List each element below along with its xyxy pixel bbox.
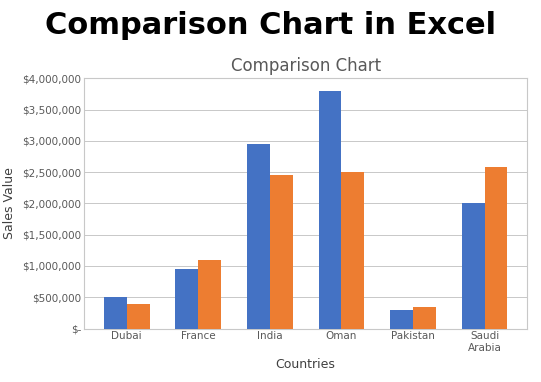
- Title: Comparison Chart: Comparison Chart: [230, 57, 381, 75]
- Bar: [199, 260, 221, 329]
- Bar: [319, 91, 341, 329]
- Bar: [175, 269, 199, 329]
- Bar: [127, 304, 150, 329]
- Bar: [485, 167, 507, 329]
- Bar: [341, 172, 364, 329]
- Bar: [461, 203, 485, 329]
- Bar: [413, 307, 436, 329]
- Y-axis label: Sales Value: Sales Value: [3, 167, 16, 240]
- Text: Comparison Chart in Excel: Comparison Chart in Excel: [45, 11, 496, 40]
- Bar: [390, 310, 413, 329]
- Bar: [104, 297, 127, 329]
- X-axis label: Countries: Countries: [276, 358, 335, 371]
- Bar: [270, 175, 293, 329]
- Bar: [247, 144, 270, 329]
